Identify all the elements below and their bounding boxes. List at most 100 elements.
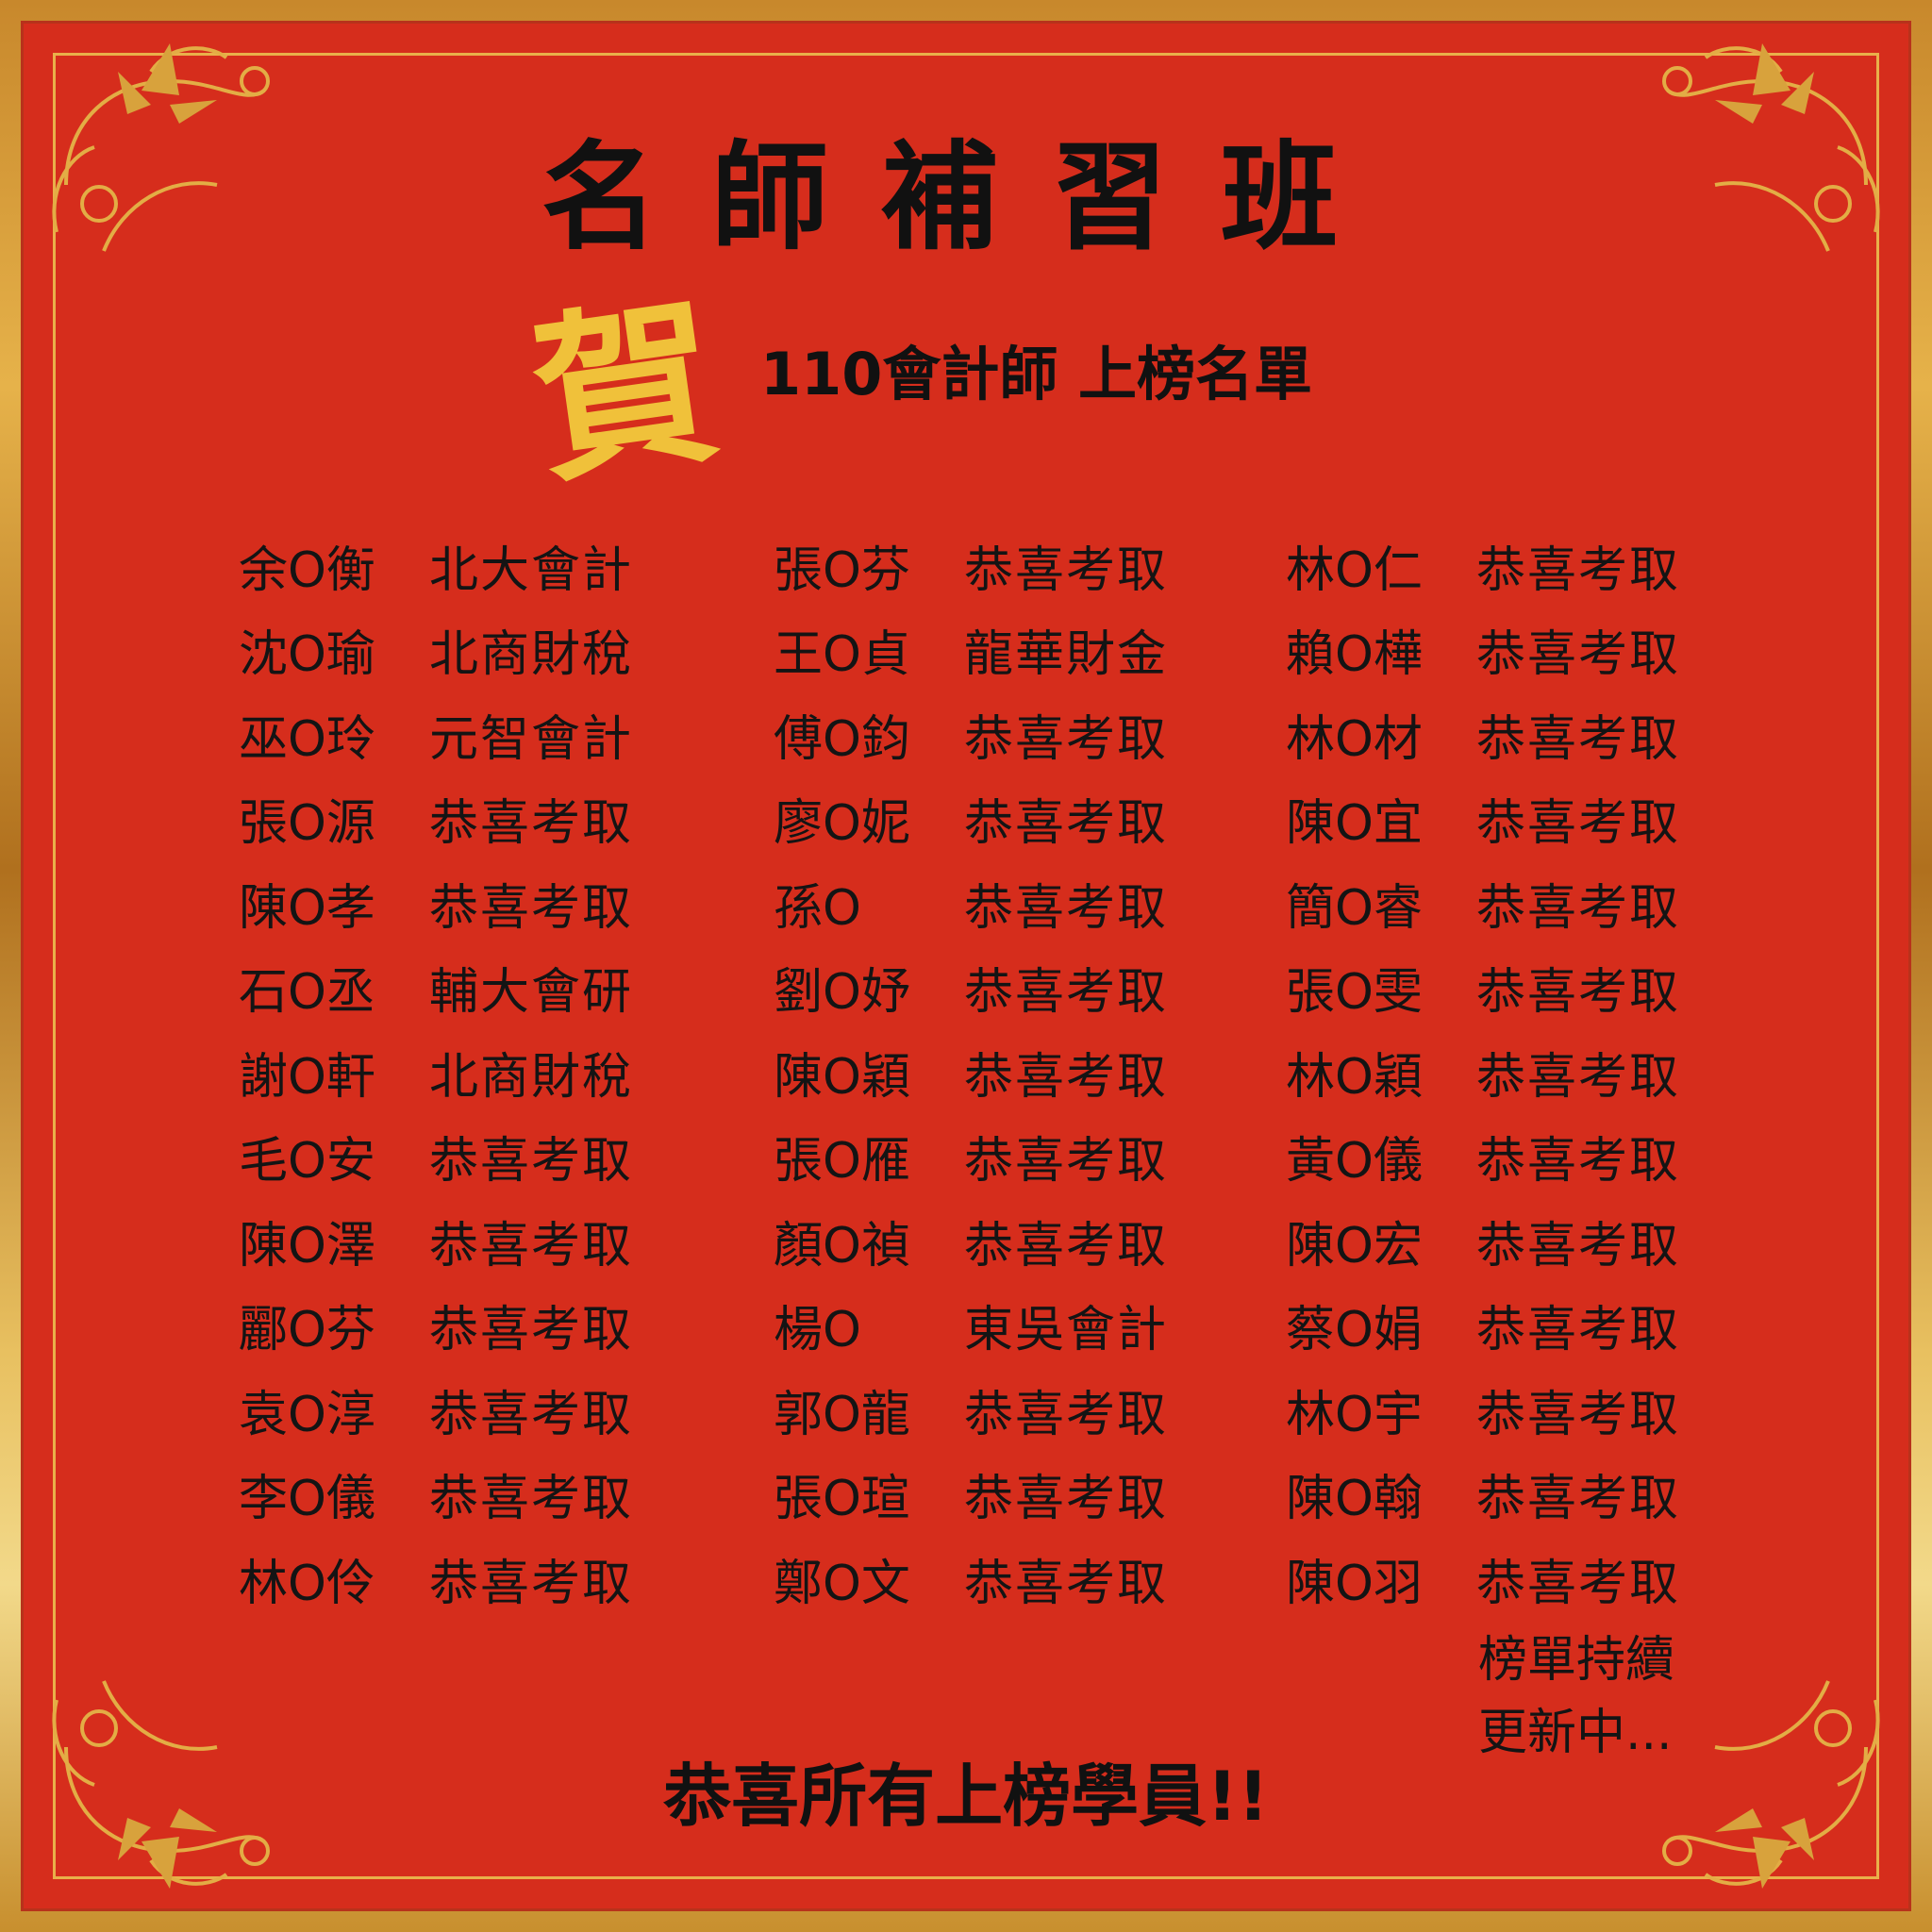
student-status: 恭喜考取 — [1476, 879, 1681, 937]
red-board — [21, 21, 1911, 1911]
list-item: 石O丞 輔大會研 — [239, 951, 633, 1036]
congrats-badge: 賀 — [522, 276, 729, 508]
list-item: 陳O宜 恭喜考取 — [1286, 782, 1680, 867]
student-name: 林O伶 — [239, 1555, 375, 1612]
student-name: 張O源 — [239, 795, 375, 853]
inner-gold-border — [53, 53, 1879, 1879]
corner-ornament-icon — [52, 43, 270, 252]
list-item: 毛O安 恭喜考取 — [239, 1120, 633, 1205]
student-name: 廖O妮 — [774, 795, 910, 853]
student-status: 恭喜考取 — [429, 1555, 634, 1612]
list-item: 賴O樺 恭喜考取 — [1286, 613, 1680, 698]
student-status: 恭喜考取 — [1476, 1133, 1681, 1191]
list-item: 張O芬 恭喜考取 — [774, 528, 1168, 613]
student-status: 恭喜考取 — [964, 1217, 1169, 1274]
student-name: 張O瑄 — [774, 1471, 910, 1528]
student-status: 恭喜考取 — [1476, 964, 1681, 1022]
student-name: 賴O樺 — [1286, 626, 1423, 684]
list-item: 黃O儀 恭喜考取 — [1286, 1120, 1680, 1205]
student-status: 恭喜考取 — [964, 710, 1169, 768]
student-name: 陳O穎 — [774, 1048, 910, 1106]
list-item: 袁O淳 恭喜考取 — [239, 1373, 633, 1457]
student-status: 輔大會研 — [429, 964, 634, 1022]
student-status: 恭喜考取 — [429, 795, 634, 853]
list-item: 巫O玲 元智會計 — [239, 697, 633, 782]
student-status: 恭喜考取 — [1476, 795, 1681, 853]
list-item: 陳O翰 恭喜考取 — [1286, 1457, 1680, 1542]
student-name: 余O衡 — [239, 541, 375, 599]
list-item: 張O瑄 恭喜考取 — [774, 1457, 1168, 1542]
list-subtitle: 110會計師 上榜名單 — [760, 340, 1313, 408]
student-name: 陳O宏 — [1286, 1217, 1423, 1274]
list-item: 王O貞 龍華財金 — [774, 613, 1168, 698]
list-item: 張O雁 恭喜考取 — [774, 1120, 1168, 1205]
list-item: 林O伶 恭喜考取 — [239, 1541, 633, 1626]
student-name: 李O儀 — [239, 1471, 375, 1528]
student-name: 陳O翰 — [1286, 1471, 1423, 1528]
student-name: 陳O孝 — [239, 879, 375, 937]
list-item: 張O源 恭喜考取 — [239, 782, 633, 867]
student-name: 陳O羽 — [1286, 1555, 1423, 1612]
list-item: 郭O龍 恭喜考取 — [774, 1373, 1168, 1457]
list-item: 蔡O娟 恭喜考取 — [1286, 1289, 1680, 1374]
list-item: 廖O妮 恭喜考取 — [774, 782, 1168, 867]
student-name: 張O雯 — [1286, 964, 1423, 1022]
student-status: 恭喜考取 — [964, 795, 1169, 853]
list-item: 簡O睿 恭喜考取 — [1286, 866, 1680, 951]
student-status: 恭喜考取 — [1476, 626, 1681, 684]
student-status: 恭喜考取 — [964, 1048, 1169, 1106]
list-item: 李O儀 恭喜考取 — [239, 1457, 633, 1542]
student-name: 楊O — [774, 1302, 861, 1359]
student-status: 恭喜考取 — [1476, 1048, 1681, 1106]
student-name: 林O穎 — [1286, 1048, 1423, 1106]
student-name: 張O芬 — [774, 541, 910, 599]
student-status: 恭喜考取 — [429, 1386, 634, 1443]
list-item: 林O仁 恭喜考取 — [1286, 528, 1680, 613]
student-name: 顏O禎 — [774, 1217, 910, 1274]
student-name: 巫O玲 — [239, 710, 375, 768]
student-status: 恭喜考取 — [1476, 710, 1681, 768]
list-item: 陳O羽 恭喜考取 — [1286, 1541, 1680, 1626]
student-name: 蔡O娟 — [1286, 1302, 1423, 1359]
student-name: 林O材 — [1286, 710, 1423, 768]
student-status: 北商財稅 — [429, 626, 634, 684]
student-status: 恭喜考取 — [1476, 541, 1681, 599]
student-name: 孫O — [774, 879, 861, 937]
list-item: 顏O禎 恭喜考取 — [774, 1204, 1168, 1289]
student-status: 恭喜考取 — [964, 964, 1169, 1022]
student-name: 林O仁 — [1286, 541, 1423, 599]
list-item: 酈O芬 恭喜考取 — [239, 1289, 633, 1374]
list-item: 謝O軒 北商財稅 — [239, 1035, 633, 1120]
student-status: 恭喜考取 — [964, 1133, 1169, 1191]
student-status: 恭喜考取 — [429, 1302, 634, 1359]
list-item: 陳O澤 恭喜考取 — [239, 1204, 633, 1289]
update-note-line: 榜單持續 — [1478, 1632, 1675, 1689]
name-column-2: 張O芬 恭喜考取 王O貞 龍華財金 傅O鈞 恭喜考取 廖O妮 恭喜考取 孫O 恭喜考取 劉O妤 恭喜考… — [774, 528, 1168, 1626]
student-status: 恭喜考取 — [964, 1555, 1169, 1612]
student-status: 恭喜考取 — [1476, 1471, 1681, 1528]
student-status: 北大會計 — [429, 541, 634, 599]
student-status: 龍華財金 — [964, 626, 1169, 684]
list-item: 楊O 東吳會計 — [774, 1289, 1168, 1374]
corner-ornament-icon — [52, 1680, 270, 1889]
student-status: 恭喜考取 — [964, 879, 1169, 937]
student-status: 恭喜考取 — [429, 879, 634, 937]
student-name: 鄭O文 — [774, 1555, 910, 1612]
name-column-1: 余O衡 北大會計 沈O瑜 北商財稅 巫O玲 元智會計 張O源 恭喜考取 陳O孝 恭喜考取 石O丞 輔大… — [239, 528, 633, 1626]
student-name: 張O雁 — [774, 1133, 910, 1191]
corner-ornament-icon — [1662, 1680, 1880, 1889]
student-status: 恭喜考取 — [964, 1471, 1169, 1528]
student-status: 恭喜考取 — [1476, 1302, 1681, 1359]
student-name: 劉O妤 — [774, 964, 910, 1022]
list-item: 鄭O文 恭喜考取 — [774, 1541, 1168, 1626]
student-name: 陳O澤 — [239, 1217, 375, 1274]
list-item: 林O宇 恭喜考取 — [1286, 1373, 1680, 1457]
page-title: 名師補習班 — [541, 130, 1391, 266]
student-status: 東吳會計 — [964, 1302, 1169, 1359]
student-name: 沈O瑜 — [239, 626, 375, 684]
student-name: 簡O睿 — [1286, 879, 1423, 937]
student-name: 林O宇 — [1286, 1386, 1423, 1443]
list-item: 孫O 恭喜考取 — [774, 866, 1168, 951]
list-item: 余O衡 北大會計 — [239, 528, 633, 613]
student-status: 恭喜考取 — [1476, 1386, 1681, 1443]
